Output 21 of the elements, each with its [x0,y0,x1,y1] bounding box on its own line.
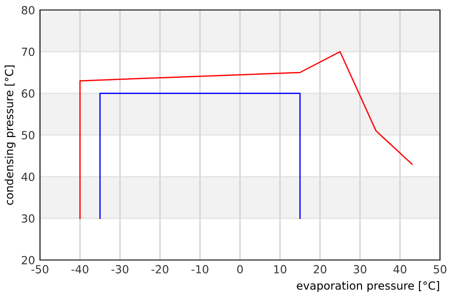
y-tick-label: 50 [22,130,34,140]
x-tick-label: 40 [393,265,406,274]
x-tick-label: -30 [111,265,128,274]
line-series [79,51,413,219]
y-tick-label: 70 [22,48,34,56]
y-tick-label: 20 [22,256,34,264]
y-axis-title: condensing pressure [°C] [4,66,16,205]
x-tick-label: 10 [274,265,286,274]
x-tick-label: 30 [354,265,366,274]
x-axis-title: evaporation pressure [°C] [296,281,440,292]
x-tick-label: 0 [237,265,243,274]
y-tick-label: 30 [22,214,34,223]
y-tick-label: 80 [22,6,34,14]
x-tick-label: 50 [434,265,446,274]
x-tick-label: 20 [314,265,326,274]
y-tick-label: 60 [22,89,34,98]
x-tick-label: -20 [151,265,168,274]
x-tick-label: -40 [71,265,88,274]
x-tick-label: -50 [31,265,48,274]
y-tick-label: 40 [22,172,34,182]
x-tick-label: -10 [191,265,208,274]
